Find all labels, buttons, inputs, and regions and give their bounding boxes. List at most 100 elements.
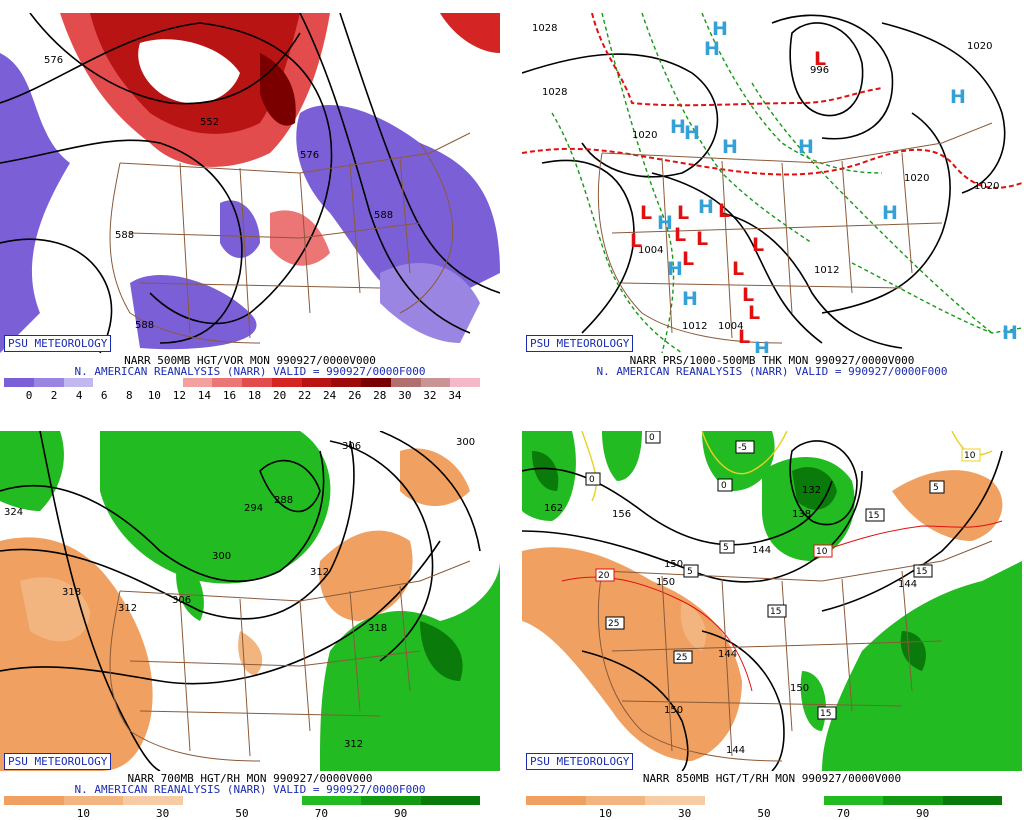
colorbar-label: 12: [172, 389, 186, 402]
svg-text:H: H: [670, 116, 686, 138]
svg-text:588: 588: [115, 230, 134, 241]
svg-text:318: 318: [62, 587, 81, 598]
colorbar-label: 26: [348, 389, 362, 402]
svg-text:0: 0: [721, 481, 727, 491]
svg-text:1012: 1012: [814, 265, 839, 276]
colorbar-swatch: [182, 796, 242, 805]
svg-text:10: 10: [964, 451, 976, 461]
colorbar-label: 30: [678, 807, 692, 820]
svg-text:144: 144: [718, 649, 737, 660]
colorbar-swatch: [526, 796, 586, 805]
colorbar-swatch: [450, 378, 480, 387]
colorbar-swatch: [301, 378, 332, 387]
colorbar-label: 8: [125, 389, 133, 402]
colorbar-swatch: [361, 378, 391, 387]
svg-text:588: 588: [374, 210, 393, 221]
svg-text:H: H: [1002, 322, 1018, 344]
colorbar-swatch: [63, 378, 94, 387]
colorbar-label: 90: [916, 807, 930, 820]
colorbar-label: 0: [25, 389, 33, 402]
svg-text:H: H: [667, 258, 683, 280]
colorbar-swatch: [63, 796, 123, 805]
svg-text:144: 144: [726, 745, 745, 756]
svg-text:15: 15: [770, 607, 781, 617]
colorbar-label: 20: [272, 389, 287, 402]
colorbar-swatch: [152, 378, 183, 387]
svg-text:1004: 1004: [718, 321, 743, 332]
svg-text:150: 150: [664, 559, 683, 570]
svg-text:H: H: [698, 196, 714, 218]
colorbar-swatch: [242, 796, 302, 805]
colorbar-labels: 10 30 50 70 90: [4, 807, 480, 820]
svg-text:25: 25: [608, 619, 619, 629]
colorbar-swatch: [93, 378, 123, 387]
panel-temp850: 162 156 150 150 144 144 132 138 144 150 …: [522, 431, 1022, 820]
colorbar-label: 30: [398, 389, 412, 402]
svg-text:H: H: [704, 38, 720, 60]
svg-text:144: 144: [752, 545, 771, 556]
svg-text:0: 0: [589, 475, 595, 485]
colorbar-labels: 10 30 50 70 90: [526, 807, 1002, 820]
colorbar-label: 50: [757, 807, 771, 820]
pressure-map: 1028 1020 1020 996 1004 1012 1012 1004 1…: [522, 13, 1022, 353]
colorbar-label: 70: [836, 807, 850, 820]
svg-text:10: 10: [816, 547, 828, 557]
svg-text:H: H: [712, 18, 728, 40]
svg-text:H: H: [722, 136, 738, 158]
svg-text:L: L: [742, 284, 754, 306]
svg-text:L: L: [630, 230, 642, 252]
colorbar-swatch: [212, 378, 242, 387]
colorbar-label: 24: [323, 389, 337, 402]
colorbar-label: 14: [197, 389, 212, 402]
svg-text:306: 306: [342, 441, 361, 452]
temp850-map: 162 156 150 150 144 144 132 138 144 150 …: [522, 431, 1022, 771]
psu-brand-label: PSU METEOROLOGY: [526, 335, 634, 352]
svg-text:L: L: [682, 248, 694, 270]
panel-subtitle: N. AMERICAN REANALYSIS (NARR) VALID = 99…: [74, 365, 426, 378]
colorbar-label: 70: [314, 807, 328, 820]
colorbar-swatch: [645, 796, 705, 805]
colorbar-swatch: [942, 796, 1002, 805]
colorbar-label: 6: [100, 389, 108, 402]
svg-text:H: H: [754, 338, 770, 353]
svg-text:294: 294: [244, 503, 263, 514]
colorbar-swatch: [883, 796, 943, 805]
svg-text:-5: -5: [738, 443, 747, 453]
colorbar-label: 90: [394, 807, 408, 820]
psu-brand-label: PSU METEOROLOGY: [4, 753, 112, 770]
svg-text:L: L: [674, 224, 686, 246]
svg-text:20: 20: [598, 571, 610, 581]
colorbar-swatch: [390, 378, 421, 387]
svg-text:H: H: [684, 122, 700, 144]
svg-text:1020: 1020: [967, 41, 992, 52]
svg-text:312: 312: [344, 739, 363, 750]
colorbar: [4, 796, 480, 805]
svg-text:5: 5: [687, 567, 693, 577]
psu-brand-label: PSU METEOROLOGY: [526, 753, 634, 770]
colorbar-swatch: [242, 378, 272, 387]
colorbar-label: 4: [75, 389, 83, 402]
svg-text:5: 5: [933, 483, 939, 493]
svg-text:552: 552: [200, 117, 219, 128]
colorbar-labels: 0 2 4 6 8 10 12 14 16 18 20 22 24 26 28 30 32 34: [4, 389, 480, 402]
svg-text:162: 162: [544, 503, 563, 514]
panel-subtitle: N. AMERICAN REANALYSIS (NARR) VALID = 99…: [596, 365, 948, 378]
svg-text:H: H: [882, 202, 898, 224]
colorbar-swatch: [764, 796, 824, 805]
svg-text:138: 138: [792, 509, 811, 520]
svg-text:996: 996: [810, 65, 829, 76]
panel-title: NARR 500MB HGT/VOR MON 990927/0000V000: [124, 354, 376, 367]
svg-text:132: 132: [802, 485, 821, 496]
panel-subtitle: N. AMERICAN REANALYSIS (NARR) VALID = 99…: [74, 783, 426, 796]
panel-pressure: 1028 1020 1020 996 1004 1012 1012 1004 1…: [522, 13, 1022, 401]
colorbar-label: 28: [373, 389, 387, 402]
colorbar-swatch: [420, 796, 480, 805]
colorbar-label: 30: [156, 807, 170, 820]
svg-text:L: L: [677, 202, 689, 224]
svg-text:L: L: [738, 326, 750, 348]
svg-text:588: 588: [135, 320, 154, 331]
colorbar-label: 50: [235, 807, 249, 820]
svg-text:144: 144: [898, 579, 917, 590]
svg-text:1020: 1020: [904, 173, 929, 184]
svg-text:1020: 1020: [974, 181, 999, 192]
